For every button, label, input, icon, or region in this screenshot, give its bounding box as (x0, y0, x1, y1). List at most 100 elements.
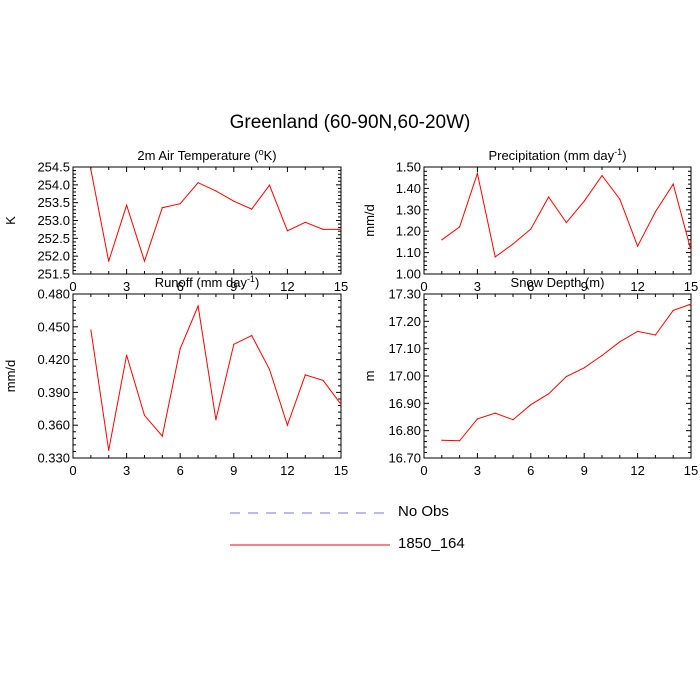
y-tick-label: 16.80 (388, 423, 421, 438)
y-tick-label: 1.20 (396, 224, 421, 239)
x-tick-label: 12 (630, 463, 644, 478)
data-point (494, 412, 496, 414)
data-point (322, 228, 324, 230)
x-tick-label: 0 (420, 463, 427, 478)
data-point (583, 200, 585, 202)
data-point (215, 419, 217, 421)
plot-frame (72, 166, 342, 275)
data-point (459, 440, 461, 442)
x-tick-label: 3 (474, 463, 481, 478)
data-point (268, 368, 271, 370)
y-tick-label: 1.40 (396, 181, 421, 196)
data-point (179, 348, 181, 350)
data-point (251, 208, 253, 210)
y-tick-label: 251.5 (37, 267, 70, 282)
x-tick-label: 0 (69, 463, 76, 478)
data-point (340, 228, 342, 230)
y-axis-label: m (362, 371, 377, 382)
data-point (690, 249, 692, 252)
plot-frame (423, 293, 692, 459)
y-tick-label: 1.10 (396, 245, 421, 260)
figure-title: Greenland (60-90N,60-20W) (229, 112, 471, 133)
data-point (441, 439, 443, 441)
y-tick-label: 0.480 (37, 287, 70, 302)
data-point (637, 245, 639, 247)
x-tick-label: 9 (581, 279, 588, 294)
y-tick-label: 253.0 (37, 213, 70, 228)
data-point (530, 228, 532, 230)
data-point (233, 343, 235, 345)
plot-frame (72, 293, 342, 459)
data-point (690, 303, 692, 305)
y-tick-label: 254.5 (37, 160, 70, 175)
y-tick-label: 252.5 (37, 231, 70, 246)
data-point (304, 221, 306, 223)
data-point (512, 419, 514, 421)
y-tick-label: 254.0 (37, 177, 70, 192)
x-tick-label: 6 (177, 279, 184, 294)
x-tick-label: 3 (123, 279, 130, 294)
data-point (672, 183, 674, 185)
x-tick-label: 12 (280, 279, 294, 294)
data-point (548, 393, 550, 395)
data-point (322, 379, 324, 381)
series-line (90, 169, 341, 263)
data-point (512, 243, 514, 245)
y-axis-label: K (3, 216, 18, 225)
x-tick-label: 6 (527, 463, 534, 478)
legend-label-no-obs: No Obs (398, 503, 449, 520)
y-tick-label: 1.30 (396, 202, 421, 217)
panel-2: 0 3 6 9 12 15 1.00 1.10 1.20 1.30 1.40 1.50 Precipit… (362, 147, 698, 294)
panel-title: 2m Air Temperature (oK) (137, 147, 276, 163)
data-point (340, 403, 342, 405)
data-point (179, 203, 181, 205)
panel-3: 0 3 6 9 12 15 0.330 0.360 0.390 0.420 0.450 0.480 Ru… (3, 274, 348, 478)
y-tick-label: 1.50 (396, 160, 421, 175)
data-point (126, 354, 128, 356)
y-axis-label: mm/d (362, 204, 377, 237)
x-tick-label: 15 (684, 279, 698, 294)
data-point (583, 367, 585, 369)
data-point (530, 404, 532, 406)
data-point (108, 449, 110, 451)
x-tick-label: 9 (230, 279, 237, 294)
y-tick-label: 17.20 (388, 314, 421, 329)
data-point (286, 424, 288, 426)
x-tick-label: 6 (177, 463, 184, 478)
x-tick-label: 15 (334, 463, 348, 478)
y-tick-label: 1.00 (396, 267, 421, 282)
panel-1: 0 3 6 9 12 15 251.5 252.0 252.5 253.0 253.5 254.0 25… (3, 147, 348, 294)
data-point (619, 198, 621, 200)
data-point (565, 375, 568, 378)
plot-frame (423, 166, 692, 275)
y-tick-label: 0.390 (37, 385, 70, 400)
data-point (143, 260, 146, 262)
data-point (90, 329, 92, 331)
y-tick-label: 16.90 (388, 396, 421, 411)
x-tick-label: 15 (684, 463, 698, 478)
x-tick-label: 3 (123, 463, 130, 478)
data-point (494, 256, 496, 258)
data-point (143, 414, 146, 416)
series-line (441, 171, 692, 258)
data-point (108, 260, 110, 262)
data-point (161, 207, 163, 209)
data-point (601, 175, 603, 177)
y-tick-label: 0.330 (37, 451, 70, 466)
panel-title: Snow Depth (m) (511, 275, 605, 290)
x-tick-label: 9 (581, 463, 588, 478)
data-point (215, 190, 217, 192)
data-point (197, 305, 199, 307)
x-tick-label: 15 (334, 279, 348, 294)
x-tick-label: 3 (474, 279, 481, 294)
data-point (601, 354, 603, 357)
data-point (286, 230, 288, 232)
data-point (476, 418, 478, 420)
y-tick-label: 0.360 (37, 418, 70, 433)
x-tick-label: 6 (527, 279, 534, 294)
data-point (126, 204, 128, 206)
data-point (654, 211, 657, 213)
y-tick-label: 17.30 (388, 287, 421, 302)
x-tick-label: 0 (420, 279, 427, 294)
data-point (90, 169, 92, 171)
